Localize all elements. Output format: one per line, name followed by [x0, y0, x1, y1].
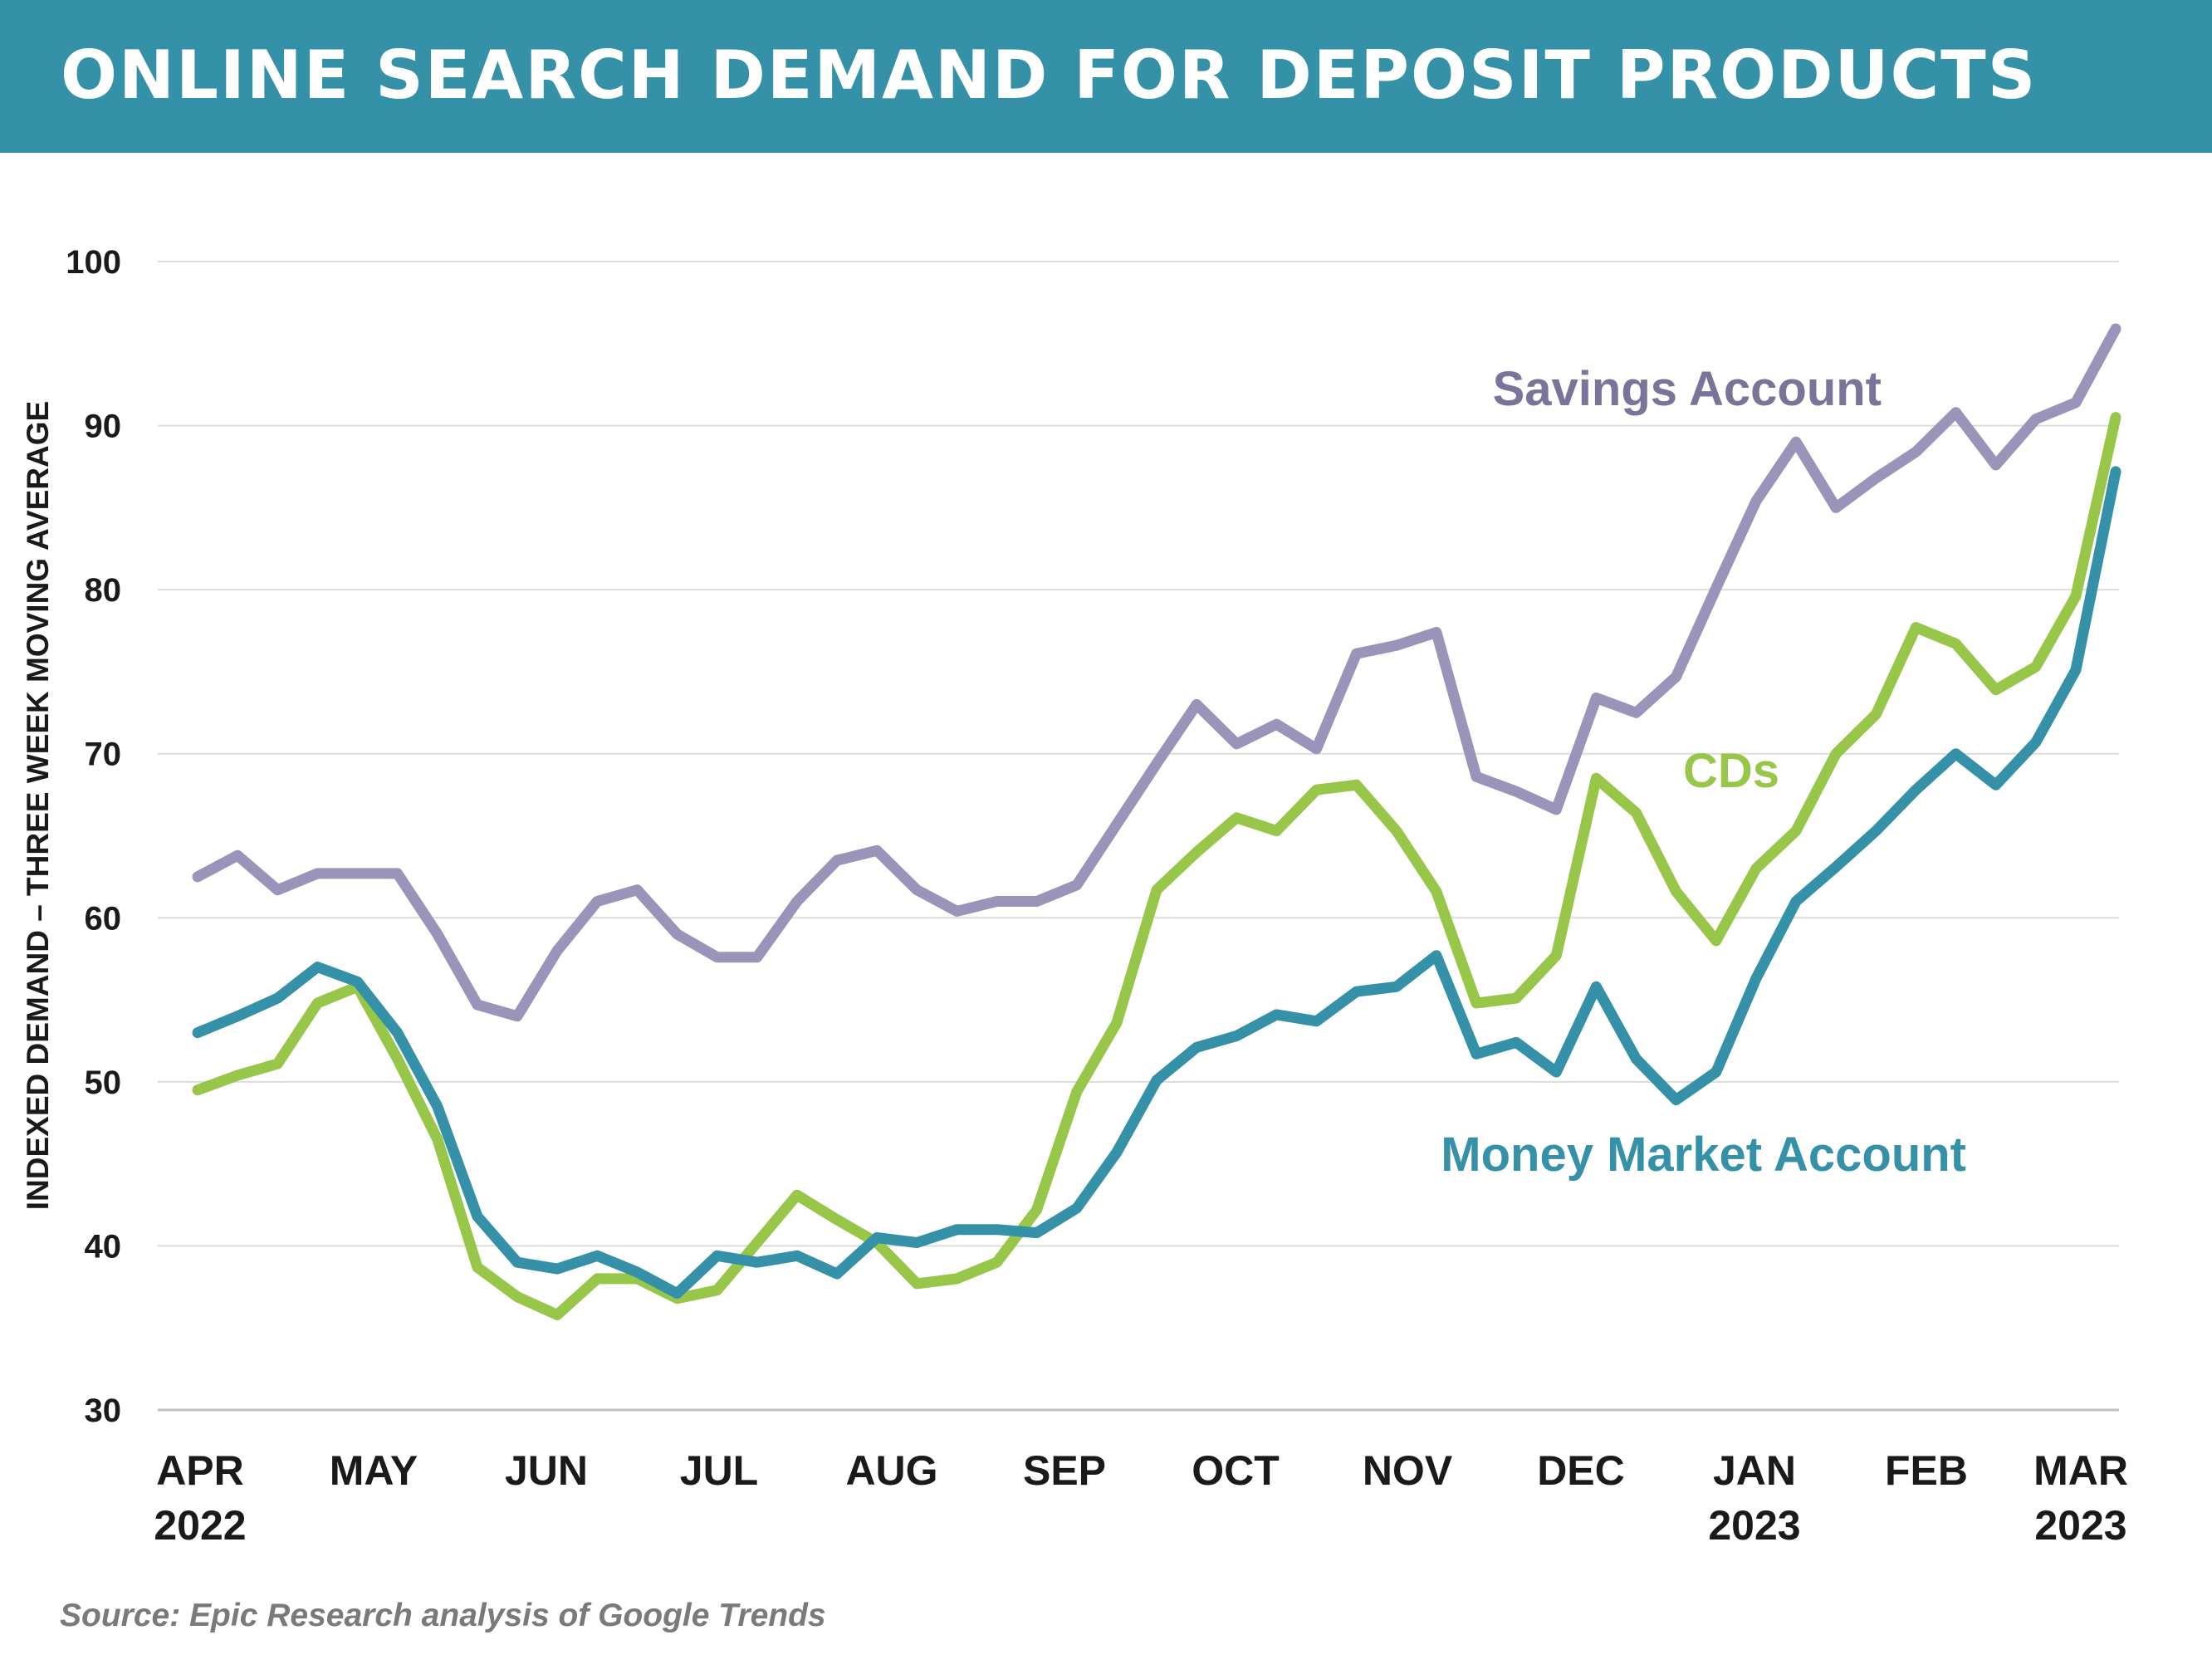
y-tick-label: 90 — [85, 409, 122, 445]
x-tick-label: SEP — [1023, 1447, 1106, 1494]
x-tick-label: JUN — [505, 1447, 588, 1494]
y-axis-ticks: 30 40 50 60 70 80 90 100 — [66, 244, 121, 1429]
chart-title: ONLINE SEARCH DEMAND FOR DEPOSIT PRODUCT… — [61, 37, 2038, 114]
series-line-cds — [192, 412, 2121, 1320]
y-tick-label: 70 — [85, 737, 122, 773]
x-tick-label: DEC — [1537, 1447, 1625, 1494]
x-tick-label: OCT — [1192, 1447, 1280, 1494]
y-axis-label: INDEXED DEMAND – THREE WEEK MOVING AVERA… — [21, 401, 55, 1210]
x-tick-label: NOV — [1363, 1447, 1453, 1494]
series-labels: Savings Account CDs Money Market Account — [1441, 362, 1966, 1182]
x-tick-label-year: 2022 — [154, 1502, 246, 1549]
x-tick-label: JAN — [1713, 1447, 1796, 1494]
series-line-money-market-account — [192, 466, 2121, 1300]
x-tick-label: MAR — [2033, 1447, 2128, 1494]
x-tick-label-year: 2023 — [2034, 1502, 2126, 1549]
y-tick-label: 30 — [85, 1393, 122, 1429]
series-lines — [192, 323, 2121, 1320]
header-bar: ONLINE SEARCH DEMAND FOR DEPOSIT PRODUCT… — [0, 0, 2212, 153]
x-tick-label: MAY — [330, 1447, 418, 1494]
series-label-cds: CDs — [1683, 744, 1779, 798]
gridlines — [158, 261, 2119, 1412]
y-tick-label: 80 — [85, 572, 122, 609]
y-tick-label: 40 — [85, 1228, 122, 1265]
x-tick-label: JUL — [680, 1447, 758, 1494]
series-label-money-market-account: Money Market Account — [1441, 1128, 1966, 1182]
y-tick-label: 100 — [66, 244, 121, 281]
series-label-savings-account: Savings Account — [1493, 362, 1882, 416]
x-tick-label: AUG — [845, 1447, 937, 1494]
source-note: Source: Epic Research analysis of Google… — [60, 1598, 826, 1633]
x-tick-label: APR — [156, 1447, 244, 1494]
y-tick-label: 50 — [85, 1065, 122, 1101]
x-axis-ticks: APR 2022 MAY JUN JUL AUG SEP OCT NOV DEC JAN 2023 FE… — [154, 1447, 2128, 1549]
y-tick-label: 60 — [85, 900, 122, 937]
x-tick-label-year: 2023 — [1708, 1502, 1800, 1549]
series-line-savings-account — [192, 323, 2121, 1022]
x-tick-label: FEB — [1885, 1447, 1968, 1494]
